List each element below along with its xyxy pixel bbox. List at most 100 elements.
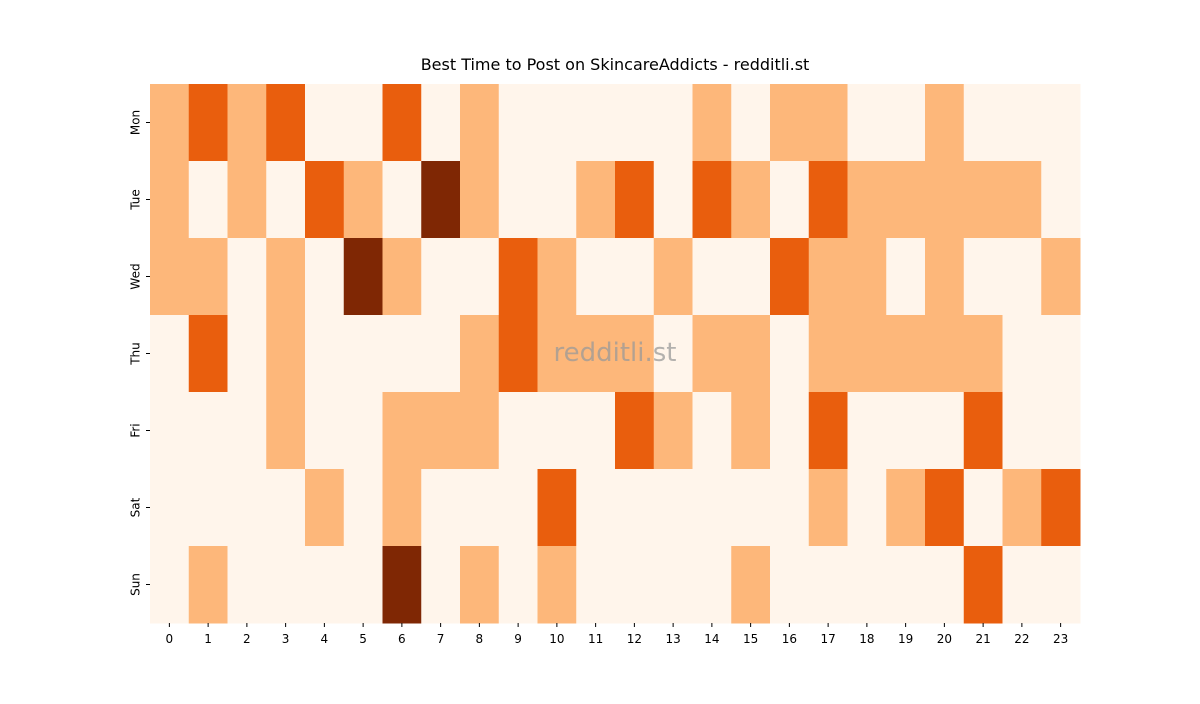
heat-cell [847, 392, 887, 470]
heat-cell [653, 392, 693, 470]
heat-cell [615, 469, 655, 547]
heat-cell [576, 161, 616, 239]
heat-cell [537, 84, 577, 162]
heat-cell [963, 546, 1003, 624]
heat-cell [1002, 238, 1042, 316]
heat-cell [227, 238, 267, 316]
heat-cell [847, 161, 887, 239]
heat-cell [150, 546, 190, 624]
chart-title: Best Time to Post on SkincareAddicts - r… [421, 55, 810, 74]
x-tick-label: 7 [437, 632, 445, 646]
heat-cell [847, 469, 887, 547]
heat-cell [343, 238, 383, 316]
heat-cell [925, 315, 965, 393]
heat-cell [653, 84, 693, 162]
y-tick-label: Mon [129, 110, 143, 135]
heat-cell [188, 161, 228, 239]
heat-cell [808, 546, 848, 624]
heat-cell [266, 161, 306, 239]
heat-cell [305, 392, 345, 470]
heat-cell [227, 84, 267, 162]
x-tick-label: 14 [704, 632, 719, 646]
heat-cell [498, 315, 538, 393]
x-tick-label: 9 [514, 632, 522, 646]
heat-cell [886, 238, 926, 316]
heat-cell [886, 315, 926, 393]
heat-cell [1041, 238, 1081, 316]
heat-cell [227, 469, 267, 547]
heat-cell [731, 315, 771, 393]
heat-cell [227, 315, 267, 393]
heat-cell [925, 161, 965, 239]
heat-cell [1041, 469, 1081, 547]
heat-cell [886, 392, 926, 470]
heat-cell [421, 546, 461, 624]
heat-cell [808, 392, 848, 470]
heat-cell [188, 84, 228, 162]
x-tick-label: 4 [321, 632, 329, 646]
heat-cell [382, 161, 422, 239]
heat-cell [615, 392, 655, 470]
y-tick-label: Tue [129, 189, 143, 211]
heat-cell [1041, 84, 1081, 162]
heat-cell [615, 546, 655, 624]
heat-cell [653, 546, 693, 624]
heat-cell [537, 315, 577, 393]
heat-cell [963, 238, 1003, 316]
heat-cell [615, 84, 655, 162]
heat-cell [925, 84, 965, 162]
heat-cell [382, 238, 422, 316]
heat-cell [692, 161, 732, 239]
x-tick-label: 1 [204, 632, 212, 646]
heat-cell [227, 392, 267, 470]
y-tick-label: Wed [129, 263, 143, 289]
y-tick-label: Fri [129, 423, 143, 437]
heat-cell [576, 469, 616, 547]
heat-cell [382, 392, 422, 470]
heat-cell [886, 469, 926, 547]
heat-cell [150, 84, 190, 162]
heat-cell [343, 392, 383, 470]
x-tick-label: 22 [1014, 632, 1029, 646]
x-tick-label: 2 [243, 632, 251, 646]
heat-cell [498, 238, 538, 316]
heat-cell [188, 238, 228, 316]
heat-cell [343, 546, 383, 624]
heat-cell [1002, 84, 1042, 162]
heat-cell [498, 546, 538, 624]
heat-cell [615, 238, 655, 316]
x-tick-label: 20 [937, 632, 952, 646]
x-tick-label: 10 [549, 632, 564, 646]
heat-cell [343, 469, 383, 547]
heat-cell [421, 392, 461, 470]
heat-cell [886, 84, 926, 162]
x-tick-label: 18 [859, 632, 874, 646]
heat-cell [808, 238, 848, 316]
heat-cell [421, 469, 461, 547]
heat-cell [537, 546, 577, 624]
x-tick-label: 15 [743, 632, 758, 646]
heat-cell [963, 392, 1003, 470]
heat-cell [731, 161, 771, 239]
heat-cell [653, 238, 693, 316]
heat-cell [576, 84, 616, 162]
heat-cell [305, 238, 345, 316]
heat-cell [808, 315, 848, 393]
y-tick-label: Sat [129, 497, 143, 517]
heat-cell [537, 469, 577, 547]
heat-cell [305, 546, 345, 624]
heat-cell [421, 84, 461, 162]
heat-cell [886, 546, 926, 624]
y-tick-label: Thu [129, 342, 143, 366]
heat-cell [382, 469, 422, 547]
heat-cell [266, 315, 306, 393]
heat-cell [963, 161, 1003, 239]
heat-cell [150, 238, 190, 316]
heat-cell [460, 315, 500, 393]
heat-cell [731, 238, 771, 316]
heat-cell [692, 84, 732, 162]
x-tick-label: 21 [975, 632, 990, 646]
heat-cell [421, 161, 461, 239]
heat-cell [460, 161, 500, 239]
heat-cell [460, 392, 500, 470]
